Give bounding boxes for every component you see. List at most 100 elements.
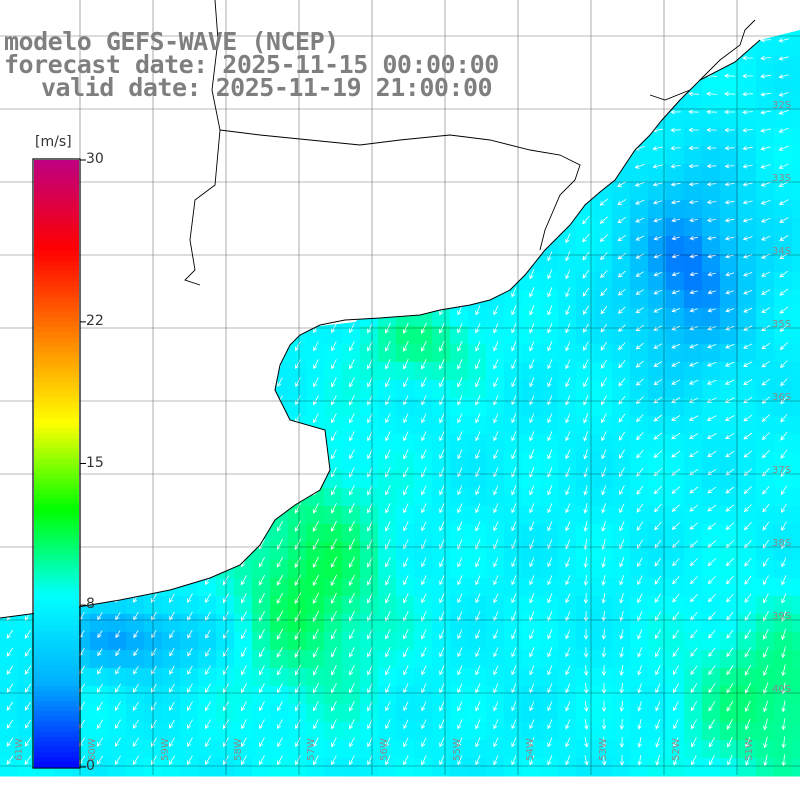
wind-arrow [295,665,301,676]
colorbar-step [34,640,79,647]
wind-arrow [601,485,607,496]
wind-cell [342,686,361,705]
wind-cell [756,128,775,147]
colorbar-step [34,225,79,232]
wind-arrow [313,395,319,406]
wind-cell [378,704,397,723]
wind-arrow [367,413,373,424]
wind-arrow [600,341,608,351]
wind-arrow [330,556,338,568]
wind-cell [522,344,541,363]
wind-arrow [403,647,409,658]
wind-cell [774,596,793,615]
wind-arrow [724,217,735,223]
colorbar-step [34,524,79,530]
wind-arrow [313,413,319,424]
wind-arrow [688,109,699,115]
wind-cell [522,686,541,705]
wind-arrow [635,253,644,259]
wind-cell [486,614,505,633]
wind-arrow [349,377,355,388]
wind-arrow [511,647,517,658]
colorbar-step [34,731,79,738]
wind-arrow [547,593,553,604]
wind-cell [666,668,685,687]
wind-arrow [745,754,751,766]
wind-cell [360,398,379,417]
wind-cell [432,452,451,471]
wind-arrow [600,270,608,279]
wind-cell [396,668,415,687]
wind-arrow [367,647,373,658]
colorbar-step [34,483,79,490]
wind-cell [414,614,433,633]
wind-cell [450,596,469,615]
wind-cell [126,740,145,759]
wind-cell [360,560,379,579]
colorbar-step [34,625,79,632]
wind-arrow [654,522,662,531]
wind-arrow [187,629,193,639]
wind-cell [342,326,361,345]
wind-arrow [637,575,643,586]
wind-cell [270,632,289,651]
wind-cell [324,740,343,759]
wind-cell [684,380,703,399]
wind-cell [414,650,433,669]
wind-arrow [547,269,553,280]
wind-arrow [689,522,699,530]
wind-cell [414,542,433,561]
colorbar-step [34,478,79,485]
wind-cell [648,164,667,183]
wind-cell [234,686,253,705]
wind-arrow [457,521,463,532]
wind-arrow [781,610,787,622]
model-title: modelo GEFS-WAVE (NCEP) [4,27,339,56]
wind-cell [792,704,800,723]
wind-cell [18,758,37,777]
wind-cell [666,344,685,363]
wind-cell [252,686,271,705]
wind-cell [558,398,577,417]
wind-cell [450,398,469,417]
wind-arrow [688,91,700,97]
wind-cell [414,668,433,687]
wind-cell [18,614,37,633]
wind-arrow [349,502,355,514]
wind-arrow [780,485,788,495]
wind-cell [630,452,649,471]
wind-cell [234,722,253,741]
wind-cell [684,632,703,651]
wind-arrow [115,648,121,657]
wind-cell [594,254,613,273]
wind-arrow [169,701,175,711]
wind-arrow [6,737,14,747]
wind-cell [720,614,739,633]
wind-arrow [529,431,535,442]
wind-cell [738,164,757,183]
wind-cell [324,344,343,363]
wind-cell [180,614,199,633]
wind-arrow [421,665,427,676]
colorbar-step [34,600,79,606]
wind-cell [414,452,433,471]
wind-cell [522,614,541,633]
wind-cell [558,524,577,543]
wind-arrow [617,234,627,242]
colorbar-step [34,271,79,277]
wind-cell [702,560,721,579]
wind-cell [576,218,595,237]
wind-cell [666,326,685,345]
wind-arrow [617,288,626,296]
wind-arrow [689,558,698,567]
wind-arrow [618,413,626,423]
wind-cell [468,524,487,543]
wind-cell [360,488,379,507]
wind-arrow [742,218,753,223]
wind-cell [216,632,235,651]
wind-arrow [276,628,284,640]
wind-cell [450,632,469,651]
wind-arrow [475,611,481,622]
wind-cell [378,614,397,633]
colorbar-step [34,716,79,723]
